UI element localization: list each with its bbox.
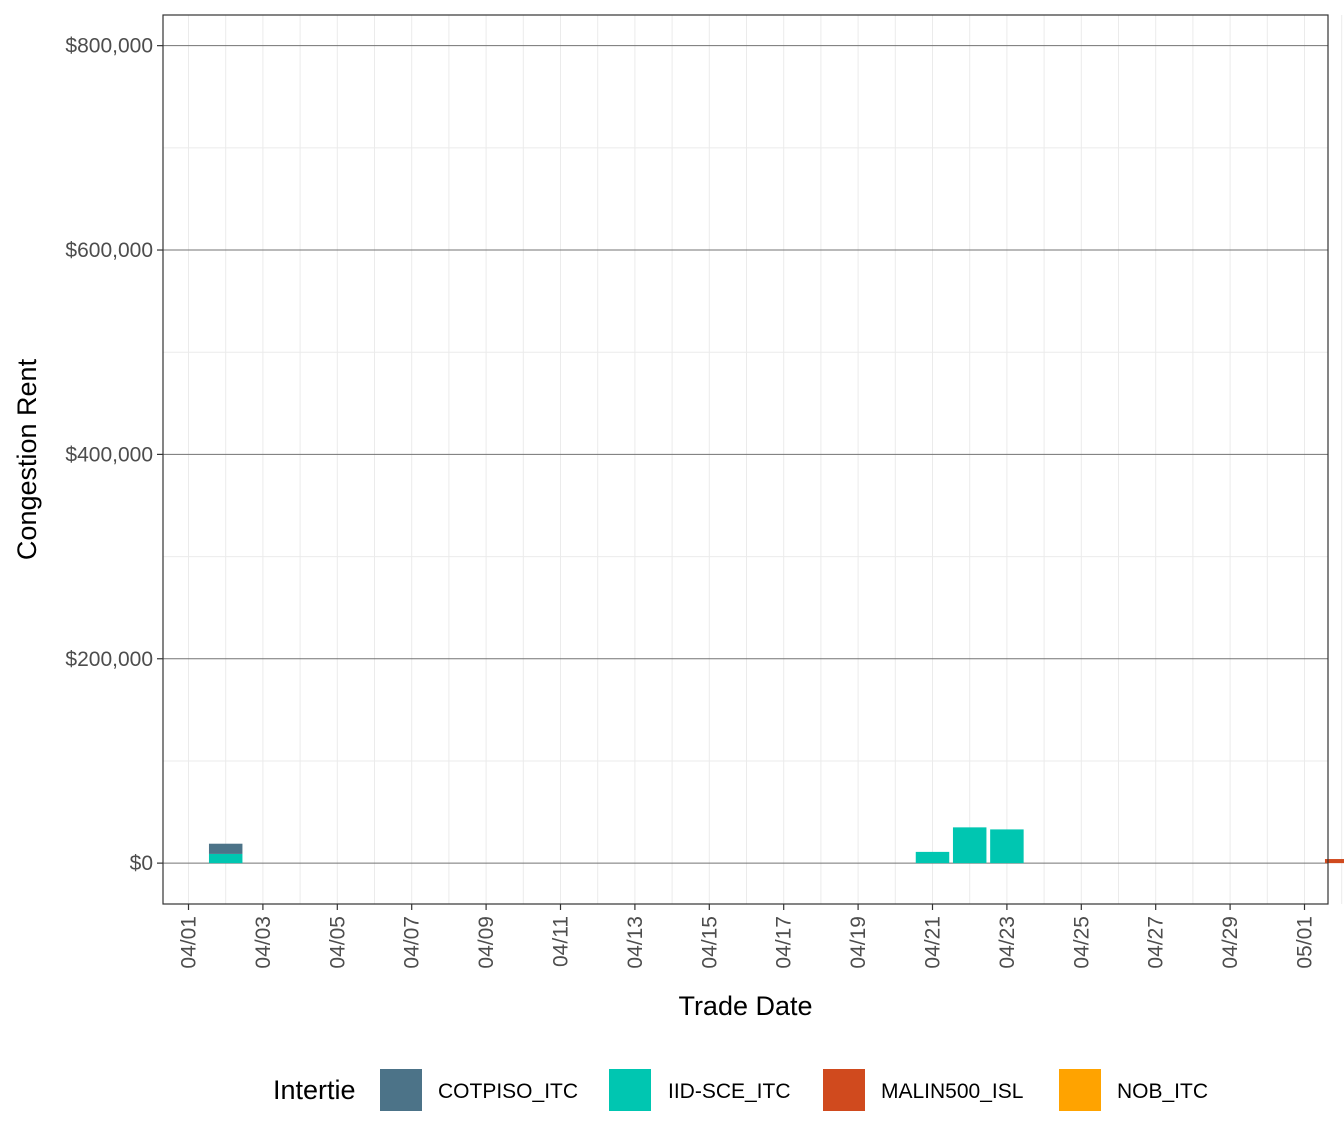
legend-key bbox=[380, 1069, 422, 1111]
x-tick-label: 04/05 bbox=[326, 916, 349, 969]
x-tick-label: 04/25 bbox=[1070, 916, 1093, 969]
bar-segment bbox=[209, 844, 242, 854]
legend-label: NOB_ITC bbox=[1117, 1080, 1208, 1103]
bars-group bbox=[209, 56, 1344, 863]
bar-segment bbox=[990, 829, 1023, 863]
legend-label: COTPISO_ITC bbox=[438, 1080, 578, 1103]
x-tick-label: 04/23 bbox=[996, 916, 1019, 969]
x-tick-label: 04/29 bbox=[1219, 916, 1242, 969]
y-axis-title: Congestion Rent bbox=[12, 358, 42, 560]
minor-gridlines bbox=[163, 15, 1344, 904]
x-tick-label: 04/03 bbox=[252, 916, 275, 969]
y-tick-label: $800,000 bbox=[65, 35, 153, 58]
bar-segment bbox=[209, 854, 242, 863]
x-tick-label: 04/27 bbox=[1145, 916, 1168, 969]
y-tick-label: $200,000 bbox=[65, 648, 153, 671]
legend: Intertie COTPISO_ITC IID-SCE_ITC MALIN500_… bbox=[273, 1069, 1208, 1111]
x-tick-label: 04/07 bbox=[401, 916, 424, 969]
x-axis-title: Trade Date bbox=[678, 991, 812, 1021]
bar-segment bbox=[916, 852, 949, 863]
x-tick-label: 04/15 bbox=[698, 916, 721, 969]
x-tick-label: 04/19 bbox=[847, 916, 870, 969]
x-tick-label: 04/01 bbox=[178, 916, 201, 969]
x-tick-label: 04/17 bbox=[773, 916, 796, 969]
y-tick-label: $0 bbox=[130, 852, 153, 875]
x-axis: 04/01 04/03 04/05 04/07 04/09 04/11 04/13 04/15… bbox=[178, 904, 1344, 969]
legend-label: IID-SCE_ITC bbox=[668, 1080, 791, 1103]
x-tick-label: 05/01 bbox=[1294, 916, 1317, 969]
x-tick-label: 04/13 bbox=[624, 916, 647, 969]
y-tick-label: $400,000 bbox=[65, 443, 153, 466]
y-axis: $0 $200,000 $400,000 $600,000 $800,000 bbox=[65, 35, 163, 875]
legend-title: Intertie bbox=[273, 1075, 356, 1105]
bar-segment bbox=[953, 827, 986, 863]
x-tick-label: 04/21 bbox=[922, 916, 945, 969]
x-tick-label: 04/11 bbox=[550, 916, 573, 967]
x-tick-label: 04/09 bbox=[475, 916, 498, 969]
y-tick-label: $600,000 bbox=[65, 239, 153, 262]
legend-key bbox=[823, 1069, 865, 1111]
legend-key bbox=[1059, 1069, 1101, 1111]
legend-key bbox=[609, 1069, 651, 1111]
legend-label: MALIN500_ISL bbox=[881, 1080, 1023, 1103]
